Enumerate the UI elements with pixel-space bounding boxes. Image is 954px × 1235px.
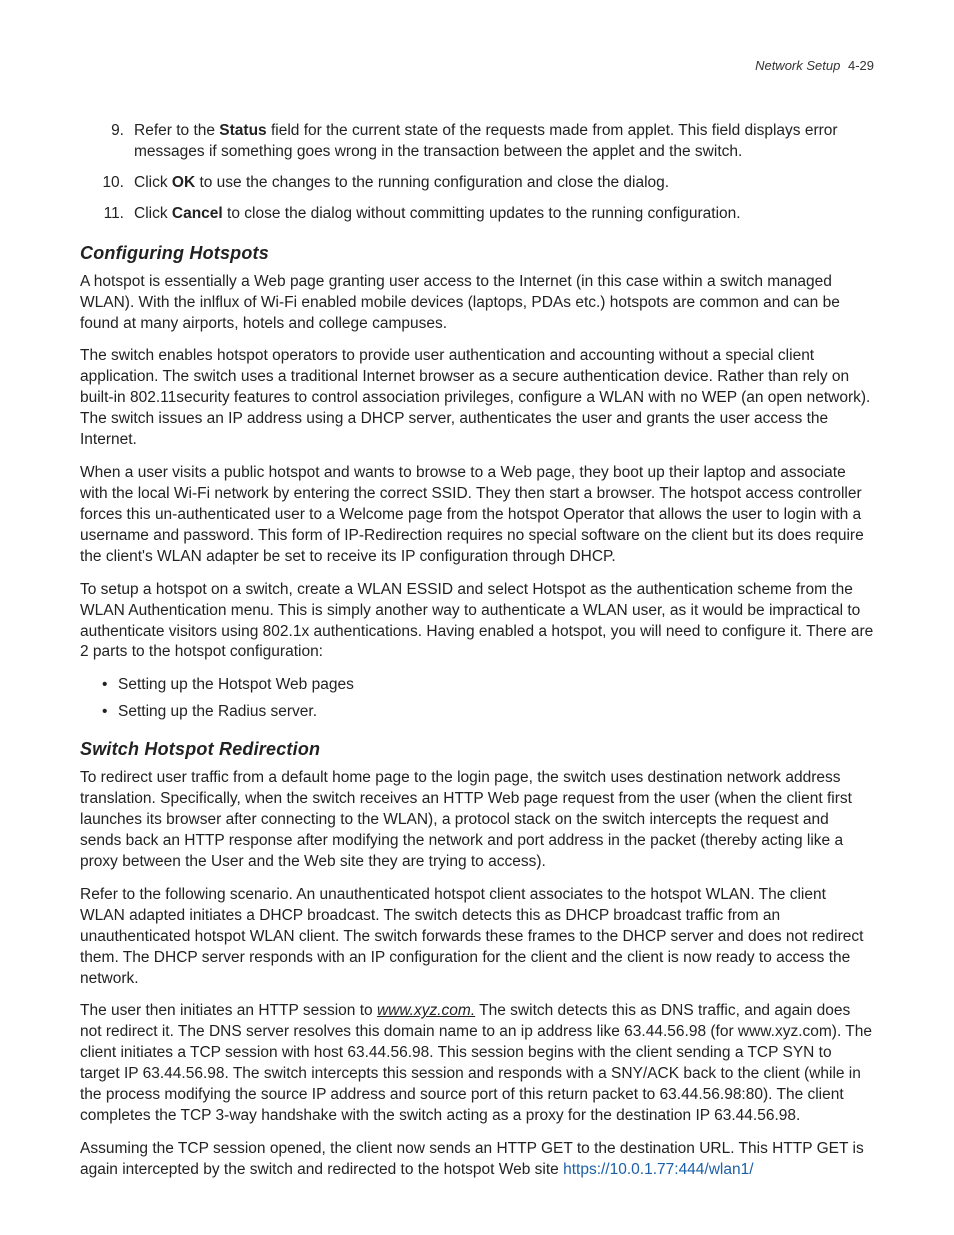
bullet-item: Setting up the Hotspot Web pages [80,675,874,696]
paragraph: The user then initiates an HTTP session … [80,1001,874,1127]
heading-switch-hotspot-redirection: Switch Hotspot Redirection [80,739,874,760]
step-text-bold: OK [172,174,195,191]
step-text-post: to use the changes to the running config… [195,174,669,191]
step-text-bold: Cancel [172,205,223,222]
step-text-pre: Refer to the [134,122,219,139]
paragraph: Assuming the TCP session opened, the cli… [80,1139,874,1181]
step-number: 9. [94,121,124,142]
text: The switch detects this as DNS traffic, … [80,1002,872,1124]
domain-example: www.xyz.com. [377,1002,475,1019]
header-section: Network Setup [755,58,840,73]
paragraph: The switch enables hotspot operators to … [80,346,874,451]
hotspot-url-link[interactable]: https://10.0.1.77:444/wlan1/ [563,1161,753,1178]
paragraph: To setup a hotspot on a switch, create a… [80,580,874,664]
step-number: 11. [94,204,124,225]
step-number: 10. [94,173,124,194]
paragraph: When a user visits a public hotspot and … [80,463,874,568]
numbered-steps: 9. Refer to the Status field for the cur… [80,121,874,225]
heading-configuring-hotspots: Configuring Hotspots [80,243,874,264]
document-page: Network Setup 4-29 9. Refer to the Statu… [0,0,954,1235]
step-item: 9. Refer to the Status field for the cur… [80,121,874,163]
paragraph: A hotspot is essentially a Web page gran… [80,272,874,335]
step-text-pre: Click [134,174,172,191]
bullet-list: Setting up the Hotspot Web pages Setting… [80,675,874,723]
paragraph: Refer to the following scenario. An unau… [80,885,874,990]
bullet-item: Setting up the Radius server. [80,702,874,723]
step-item: 10. Click OK to use the changes to the r… [80,173,874,194]
paragraph: To redirect user traffic from a default … [80,768,874,873]
header-page-number: 4-29 [848,58,874,73]
step-text-bold: Status [219,122,266,139]
step-text-post: to close the dialog without committing u… [223,205,741,222]
text: The user then initiates an HTTP session … [80,1002,377,1019]
step-item: 11. Click Cancel to close the dialog wit… [80,204,874,225]
step-text-pre: Click [134,205,172,222]
running-header: Network Setup 4-29 [80,58,874,73]
